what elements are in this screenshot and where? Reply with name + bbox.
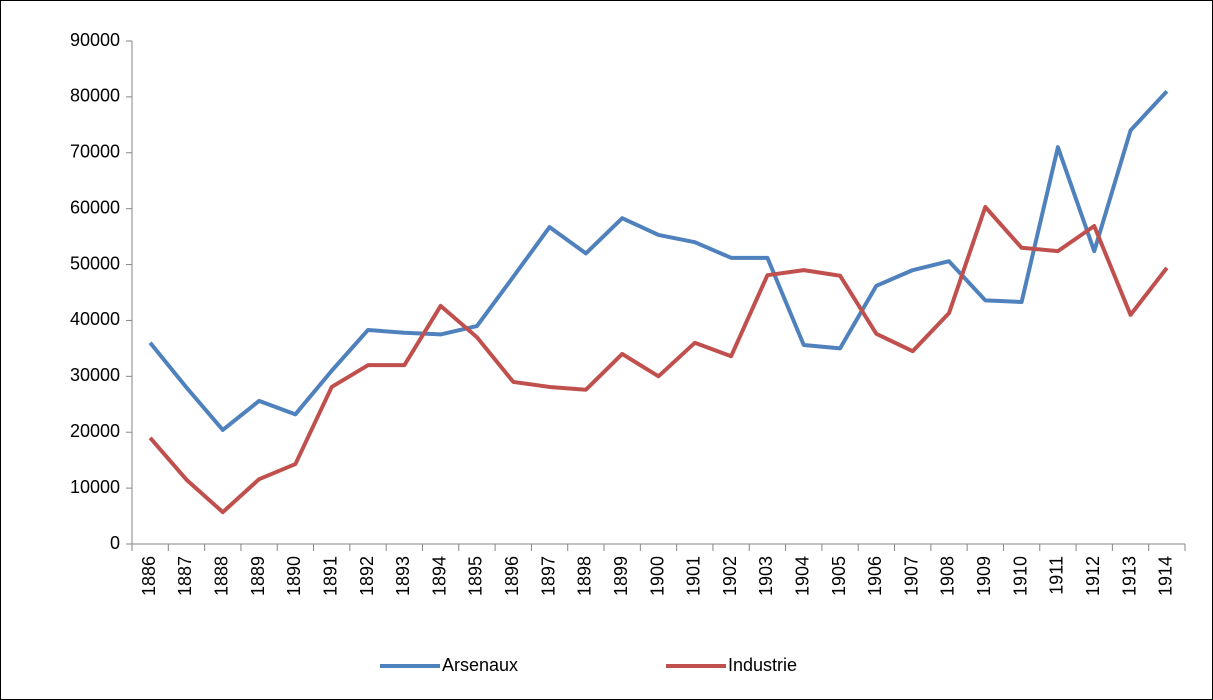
x-tick-label: 1908 [938, 556, 958, 596]
x-tick-label: 1909 [974, 556, 994, 596]
series-line [148, 89, 1169, 432]
legend-label: Arsenaux [442, 655, 518, 675]
x-tick-label: 1904 [792, 556, 812, 596]
x-tick-label: 1907 [901, 556, 921, 596]
x-tick-label: 1897 [538, 556, 558, 596]
y-tick-label: 90000 [70, 30, 120, 50]
x-tick-label: 1899 [611, 556, 631, 596]
x-tick-label: 1901 [684, 556, 704, 596]
x-tick-label: 1903 [756, 556, 776, 596]
y-tick-label: 30000 [70, 365, 120, 385]
x-tick-label: 1898 [575, 556, 595, 596]
series-line [148, 204, 1169, 515]
x-tick-label: 1887 [175, 556, 195, 596]
x-tick-label: 1914 [1156, 556, 1176, 596]
y-tick-label: 60000 [70, 197, 120, 217]
x-tick-label: 1902 [720, 556, 740, 596]
y-tick-label: 20000 [70, 421, 120, 441]
x-tick-label: 1890 [284, 556, 304, 596]
x-tick-label: 1894 [429, 556, 449, 596]
x-tick-label: 1906 [865, 556, 885, 596]
x-tick-label: 1889 [248, 556, 268, 596]
x-tick-label: 1891 [320, 556, 340, 596]
y-tick-label: 10000 [70, 477, 120, 497]
x-tick-label: 1911 [1047, 556, 1067, 595]
x-tick-label: 1900 [647, 556, 667, 596]
x-tick-label: 1893 [393, 556, 413, 596]
y-tick-label: 70000 [70, 142, 120, 162]
y-tick-label: 0 [110, 533, 120, 553]
y-tick-label: 50000 [70, 253, 120, 273]
x-tick-label: 1888 [212, 556, 232, 596]
legend-label: Industrie [728, 655, 797, 675]
x-tick-label: 1896 [502, 556, 522, 596]
x-tick-label: 1895 [466, 556, 486, 596]
x-tick-label: 1892 [357, 556, 377, 596]
x-tick-label: 1905 [829, 556, 849, 596]
y-tick-label: 80000 [70, 86, 120, 106]
y-tick-label: 40000 [70, 309, 120, 329]
x-tick-label: 1913 [1119, 556, 1139, 596]
x-tick-label: 1912 [1083, 556, 1103, 596]
x-tick-label: 1910 [1010, 556, 1030, 596]
x-tick-label: 1886 [139, 556, 159, 596]
